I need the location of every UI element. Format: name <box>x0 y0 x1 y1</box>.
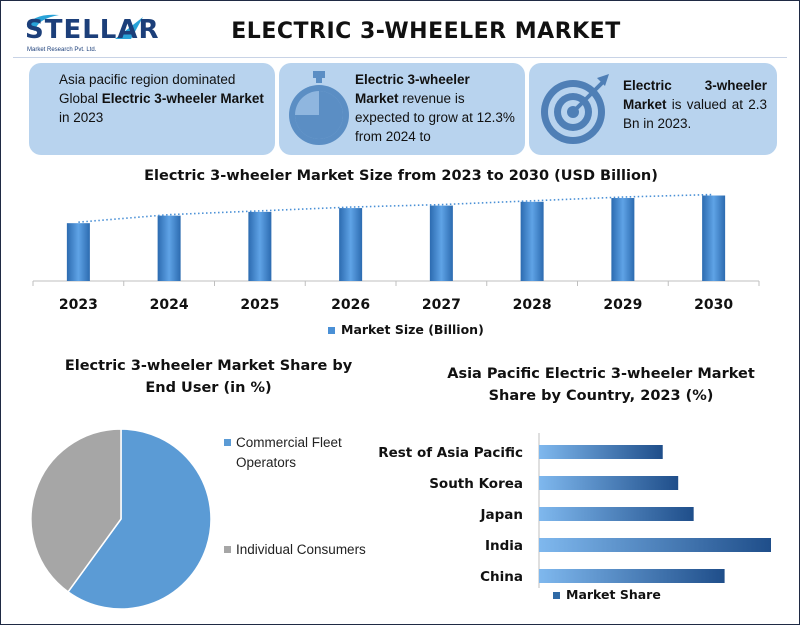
y-tick-label: South Korea <box>429 476 523 492</box>
market-size-legend: Market Size (Billion) <box>328 322 484 337</box>
x-tick-label: 2028 <box>513 297 552 313</box>
y-tick-label: China <box>480 569 523 585</box>
y-tick-label: Rest of Asia Pacific <box>378 445 523 461</box>
bar-2027 <box>429 205 453 281</box>
hbar-india <box>539 538 771 552</box>
bar-2023 <box>66 223 90 281</box>
legend-swatch <box>224 546 231 553</box>
hbar-rest-of-asia-pacific <box>539 445 663 459</box>
card1-bold: Electric 3-wheeler Market <box>101 90 264 106</box>
market-size-chart-title: Electric 3-wheeler Market Size from 2023… <box>144 168 658 184</box>
hbar-south-korea <box>539 476 679 490</box>
logo-text: STELLAR <box>25 15 160 45</box>
x-tick-label: 2026 <box>331 297 370 313</box>
card1-text: Asia pacific region dominated Global <box>59 72 236 106</box>
country-chart-title: Asia Pacific Electric 3-wheeler Market S… <box>447 366 755 405</box>
logo: STELLAR Market Research Pvt. Ltd. <box>19 9 159 61</box>
bar-2029 <box>611 198 635 281</box>
pie-legend-item-commercial: Commercial Fleet Operators <box>224 433 366 474</box>
stopwatch-icon <box>289 71 349 145</box>
pie-slice-0 <box>67 428 212 610</box>
x-tick-label: 2025 <box>240 297 279 313</box>
card2-text: revenue is expected to grow at 12.3% fro… <box>355 90 515 144</box>
info-card-value: Electric 3-wheeler Market is valued at 2… <box>529 63 777 155</box>
legend-label: Commercial Fleet Operators <box>236 435 342 471</box>
info-card-growth: Electric 3-wheeler Market revenue is exp… <box>279 63 525 155</box>
hbar-japan <box>539 507 694 521</box>
y-tick-label: Japan <box>479 507 523 523</box>
y-tick-label: India <box>485 538 523 554</box>
logo-subtitle: Market Research Pvt. Ltd. <box>27 47 97 53</box>
legend-swatch <box>328 327 335 334</box>
country-share-chart: Rest of Asia Pacific South Korea Japan Indi… <box>378 433 771 588</box>
bar-2030 <box>702 195 726 281</box>
page-title: ELECTRIC 3-WHEELER MARKET <box>231 19 621 44</box>
pie-slice-1 <box>30 428 122 593</box>
bar-2024 <box>157 215 181 281</box>
logo-swoosh-icon <box>27 14 143 39</box>
legend-label: Individual Consumers <box>236 542 366 557</box>
pie-legend-item-individual: Individual Consumers <box>224 540 366 560</box>
end-user-chart-title: Electric 3-wheeler Market Share by End U… <box>64 358 353 397</box>
x-tick-label: 2029 <box>603 297 642 313</box>
x-tick-label: 2027 <box>422 297 461 313</box>
market-size-chart: 2023 2024 2025 2026 2027 2028 2029 2030 <box>32 193 760 313</box>
end-user-pie-chart <box>30 428 212 610</box>
legend-label: Market Size (Billion) <box>341 322 484 337</box>
card1-text-end: in 2023 <box>59 109 104 125</box>
card3-bold: Electric 3-wheeler Market <box>623 78 767 112</box>
card2-bold: Electric 3-wheeler Market <box>355 72 470 106</box>
info-card-region: Asia pacific region dominated Global Ele… <box>29 63 275 155</box>
card3-text: is valued at 2.3 Bn in 2023. <box>623 96 767 131</box>
bar-2028 <box>520 201 544 281</box>
legend-label: Market Share <box>566 587 661 602</box>
divider <box>13 57 787 58</box>
target-icon <box>541 74 609 144</box>
x-tick-label: 2030 <box>694 297 733 313</box>
bar-2025 <box>248 211 272 281</box>
hbar-china <box>539 569 725 583</box>
x-tick-label: 2023 <box>59 297 98 313</box>
bar-2026 <box>339 208 363 281</box>
legend-swatch <box>224 439 231 446</box>
legend-swatch <box>553 592 560 599</box>
x-tick-label: 2024 <box>150 297 189 313</box>
country-share-legend: Market Share <box>553 587 661 602</box>
